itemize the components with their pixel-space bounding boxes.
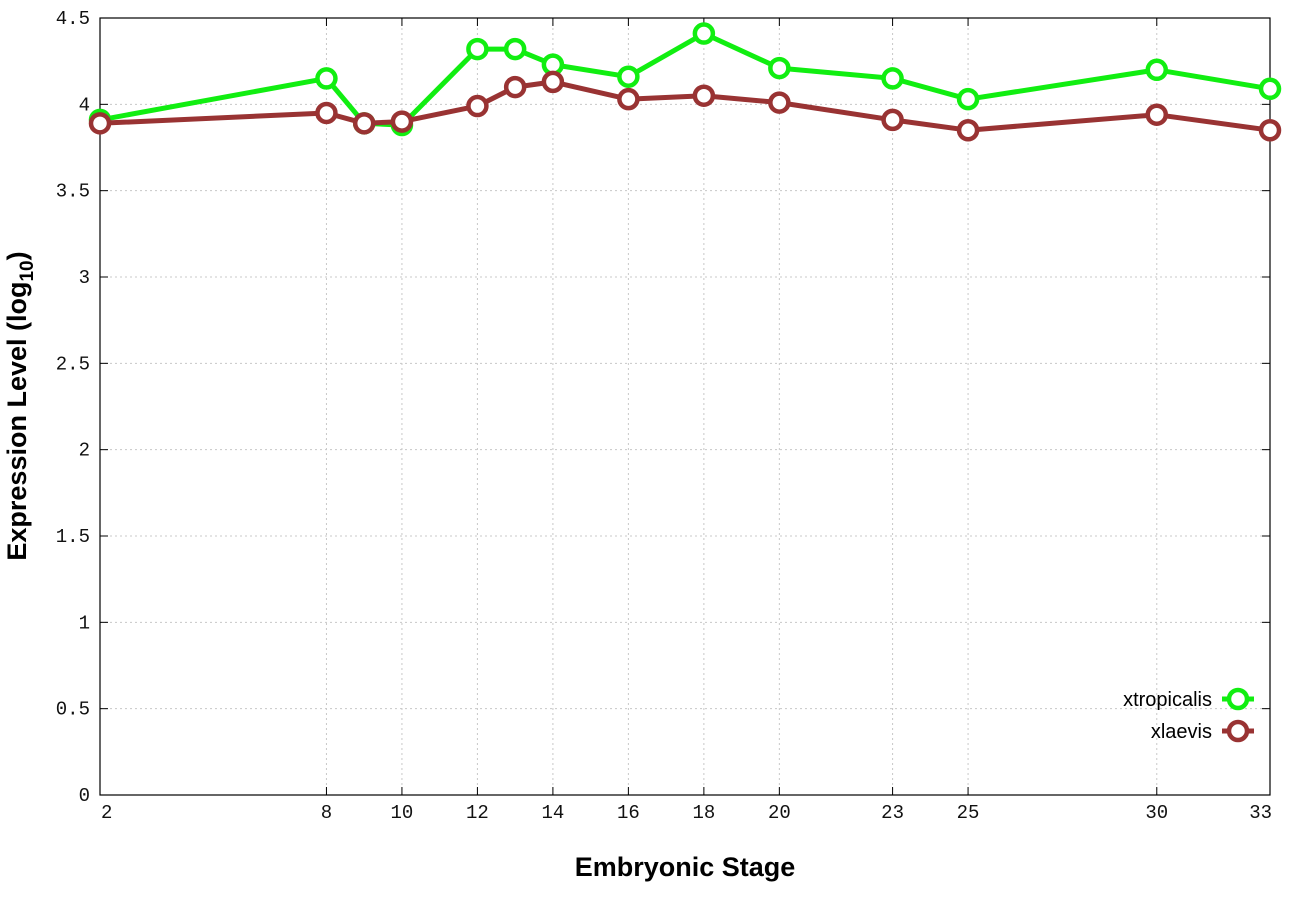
x-tick-label: 18: [692, 802, 715, 824]
data-point-xlaevis: [956, 118, 980, 142]
data-point-xlaevis: [541, 70, 565, 94]
data-point-xlaevis: [1145, 103, 1169, 126]
y-tick-label: 3: [79, 267, 90, 289]
y-tick-label: 0.5: [56, 699, 90, 721]
data-point-xtropicalis: [617, 65, 640, 88]
y-tick-label: 4.5: [56, 8, 90, 30]
data-point-xlaevis: [390, 110, 414, 133]
x-tick-label: 10: [391, 802, 414, 824]
plot-frame: [99, 17, 1271, 796]
series: [88, 22, 1282, 142]
legend-label-xtropicalis: xtropicalis: [1123, 689, 1212, 711]
legend: xtropicalis xlaevis: [1123, 687, 1254, 743]
series-line-xtropicalis: [99, 31, 1271, 128]
data-point-xlaevis: [692, 84, 716, 107]
data-point-xlaevis: [88, 112, 112, 135]
x-tick-label: 25: [957, 802, 980, 824]
data-point-xlaevis: [466, 94, 489, 118]
legend-label-xlaevis: xlaevis: [1151, 721, 1212, 743]
x-tick-label: 33: [1249, 802, 1272, 824]
y-axis-title-main: Expression Level (log: [2, 282, 32, 561]
data-point-xlaevis: [617, 87, 640, 111]
grid: [100, 18, 1270, 795]
data-point-xlaevis: [881, 108, 904, 132]
data-point-xtropicalis: [466, 37, 489, 61]
x-tick-label: 14: [541, 802, 564, 824]
y-tick-label: 4: [79, 94, 90, 116]
y-axis-title-subscript: 10: [17, 260, 38, 281]
data-point-xlaevis: [503, 75, 527, 99]
y-axis-title: Expression Level (log10): [2, 251, 38, 560]
data-point-xtropicalis: [768, 56, 791, 80]
legend-marker-xtropicalis: [1226, 687, 1250, 711]
legend-marker-xlaevis: [1226, 719, 1250, 743]
x-tick-label: 23: [881, 802, 904, 824]
data-point-xtropicalis: [956, 87, 980, 111]
x-tick-label: 8: [321, 802, 332, 824]
series-xlaevis: [88, 70, 1282, 142]
x-tick-label: 20: [768, 802, 791, 824]
data-point-xlaevis: [315, 101, 338, 125]
axis-ticks: 0 0.5 1 1.5 2 2.5 3 3.5 4 4.5 2 8 10 12 14 16 18 20 23 25 30…: [56, 8, 1272, 824]
data-point-xlaevis: [768, 91, 791, 114]
data-point-xtropicalis: [503, 37, 527, 61]
x-tick-label: 16: [617, 802, 640, 824]
x-tick-label: 12: [466, 802, 489, 824]
data-point-xlaevis: [352, 112, 376, 135]
y-tick-label: 3.5: [56, 181, 90, 203]
y-tick-label: 2: [79, 440, 90, 462]
x-tick-label: 2: [101, 802, 112, 824]
data-point-xtropicalis: [1145, 58, 1169, 82]
y-tick-label: 1: [79, 612, 90, 634]
y-tick-label: 2.5: [56, 353, 90, 375]
y-tick-label: 0: [79, 785, 90, 807]
y-axis-title-close: ): [2, 251, 32, 260]
x-axis-title: Embryonic Stage: [575, 852, 796, 882]
data-point-xtropicalis: [881, 67, 904, 90]
data-point-xtropicalis: [315, 67, 338, 90]
data-point-xlaevis: [1258, 118, 1282, 142]
data-point-xtropicalis: [1258, 77, 1282, 101]
data-point-xtropicalis: [692, 22, 716, 45]
y-tick-label: 1.5: [56, 526, 90, 548]
x-tick-label: 30: [1145, 802, 1168, 824]
